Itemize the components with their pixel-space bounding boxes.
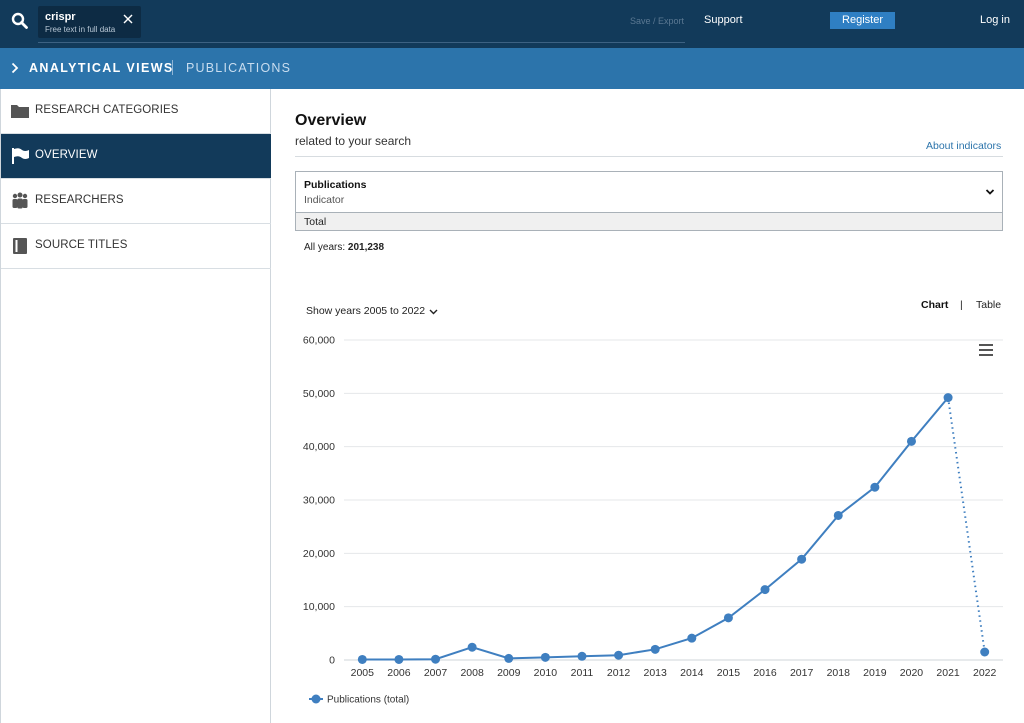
data-point[interactable] — [833, 510, 843, 520]
save-export-link[interactable]: Save / Export — [630, 16, 685, 26]
search-scope: Free text in full data — [45, 25, 116, 34]
chevron-down-icon[interactable] — [985, 188, 995, 196]
x-tick-label: 2021 — [936, 667, 960, 679]
data-point[interactable] — [760, 585, 770, 595]
chart-menu-icon[interactable] — [979, 344, 993, 356]
x-tick-label: 2013 — [644, 667, 668, 679]
years-range-select[interactable]: Show years 2005 to 2022 — [306, 305, 426, 317]
x-tick-label: 2006 — [387, 667, 411, 679]
analytical-views-bar: ANALYTICAL VIEWS PUBLICATIONS — [0, 48, 1024, 89]
sidebar: RESEARCH CATEGORIES OVERVIEW RESEARCHERS… — [0, 89, 271, 723]
data-point[interactable] — [357, 654, 367, 664]
data-point[interactable] — [870, 482, 880, 492]
legend-marker — [311, 694, 321, 704]
indicator-subtitle: Indicator — [304, 194, 345, 206]
search-underline — [38, 42, 685, 43]
all-years-value: 201,238 — [347, 242, 385, 253]
x-tick-label: 2017 — [790, 667, 814, 679]
legend-label: Publications (total) — [327, 695, 409, 706]
chevron-right-icon[interactable] — [11, 62, 19, 74]
data-point[interactable] — [723, 613, 733, 623]
table-view-toggle[interactable]: Table — [976, 299, 1002, 311]
folder-icon — [11, 105, 29, 118]
sidebar-item-researchers[interactable]: RESEARCHERS — [1, 179, 271, 224]
search-icon[interactable] — [11, 12, 29, 30]
data-point[interactable] — [504, 653, 514, 663]
series-line — [362, 396, 949, 661]
x-tick-label: 2005 — [351, 667, 375, 679]
data-point[interactable] — [577, 651, 587, 661]
y-tick-label: 50,000 — [303, 388, 335, 400]
divider — [295, 156, 1003, 157]
register-button[interactable]: Register — [830, 12, 895, 29]
data-point[interactable] — [943, 393, 953, 403]
x-tick-label: 2010 — [534, 667, 558, 679]
y-tick-label: 60,000 — [303, 335, 335, 347]
x-tick-label: 2016 — [753, 667, 777, 679]
breadcrumb: PUBLICATIONS — [186, 61, 292, 75]
y-tick-label: 20,000 — [303, 548, 335, 560]
flag-icon — [12, 148, 29, 164]
section-title[interactable]: ANALYTICAL VIEWS — [29, 61, 174, 75]
support-link[interactable]: Support — [704, 14, 743, 26]
x-tick-label: 2011 — [571, 667, 594, 679]
data-point[interactable] — [797, 554, 807, 564]
sidebar-item-label: SOURCE TITLES — [35, 239, 128, 251]
series-line-projected — [947, 397, 986, 653]
indicator-title: Publications — [304, 179, 367, 191]
page-subtitle: related to your search — [295, 134, 412, 148]
people-icon — [12, 192, 28, 209]
all-years-label: All years: — [304, 242, 346, 253]
sidebar-item-research-categories[interactable]: RESEARCH CATEGORIES — [1, 89, 271, 134]
sidebar-item-overview[interactable]: OVERVIEW — [1, 134, 271, 179]
indicator-total-label: Total — [304, 216, 327, 228]
data-point[interactable] — [614, 650, 624, 660]
data-point[interactable] — [906, 436, 916, 446]
x-tick-label: 2008 — [460, 667, 484, 679]
data-point[interactable] — [431, 654, 441, 664]
chart-legend[interactable]: Publications (total) — [309, 694, 409, 706]
publications-chart: 0 10,000 20,000 30,000 40,000 50,000 60,000 200… — [303, 335, 1003, 706]
about-indicators-link[interactable]: About indicators — [926, 140, 1002, 152]
y-tick-label: 10,000 — [303, 601, 335, 613]
chevron-down-icon[interactable] — [429, 309, 438, 315]
data-point[interactable] — [467, 642, 477, 652]
chart-view-toggle[interactable]: Chart — [921, 299, 949, 311]
data-point[interactable] — [687, 633, 697, 643]
search-term: crispr — [45, 11, 76, 23]
x-tick-label: 2012 — [607, 667, 631, 679]
x-tick-label: 2022 — [973, 667, 997, 679]
view-separator: | — [960, 299, 963, 311]
top-bar: crispr Free text in full data Save / Exp… — [0, 0, 1024, 48]
x-tick-label: 2015 — [717, 667, 741, 679]
sidebar-item-label: RESEARCH CATEGORIES — [35, 104, 179, 116]
x-tick-label: 2019 — [863, 667, 887, 679]
sidebar-item-label: OVERVIEW — [35, 149, 98, 161]
y-tick-label: 40,000 — [303, 441, 335, 453]
divider — [172, 60, 173, 75]
x-tick-label: 2009 — [497, 667, 521, 679]
all-years-summary: All years: 201,238 — [304, 242, 384, 253]
x-tick-label: 2007 — [424, 667, 448, 679]
page-title: Overview — [295, 112, 367, 129]
sidebar-item-label: RESEARCHERS — [35, 194, 124, 206]
search-chip[interactable]: crispr Free text in full data — [38, 6, 141, 38]
y-tick-label: 30,000 — [303, 495, 335, 507]
data-point[interactable] — [650, 644, 660, 654]
indicator-select[interactable]: Publications Indicator Total — [295, 171, 1003, 231]
close-icon[interactable] — [122, 13, 134, 25]
x-tick-label: 2014 — [680, 667, 704, 679]
indicator-total-row[interactable]: Total — [296, 212, 1002, 230]
data-point[interactable] — [394, 654, 404, 664]
sidebar-item-source-titles[interactable]: SOURCE TITLES — [1, 224, 271, 269]
data-point[interactable] — [980, 647, 990, 657]
data-point[interactable] — [540, 652, 550, 662]
login-link[interactable]: Log in — [980, 14, 1010, 26]
x-tick-label: 2018 — [827, 667, 851, 679]
x-tick-label: 2020 — [900, 667, 924, 679]
y-tick-label: 0 — [329, 655, 335, 667]
book-icon — [13, 238, 27, 254]
